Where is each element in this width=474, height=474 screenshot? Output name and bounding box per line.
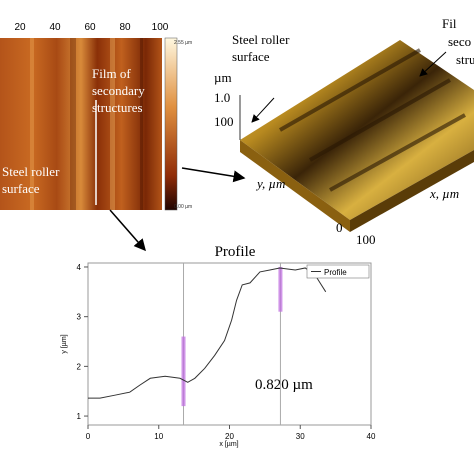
x-tick-label: 40: [367, 432, 376, 441]
x-tick-label: 20: [225, 432, 234, 441]
label-line: secondary: [92, 83, 145, 98]
surf-steel-label: Steel roller: [232, 32, 290, 47]
label-line: Steel roller: [2, 164, 60, 179]
y-tick-label: 3: [77, 313, 82, 322]
x-tick-label: 0: [86, 432, 91, 441]
x-tick-label: 30: [296, 432, 305, 441]
plot-area: [87, 262, 372, 426]
surface-stripes: [279, 48, 466, 192]
surf-film-label: stru: [456, 52, 474, 67]
z-tick: 1.0: [214, 90, 230, 105]
legend: [306, 264, 370, 279]
label-line: Film of: [92, 66, 131, 81]
label-line: surface: [2, 181, 40, 196]
cursor-highlight: [278, 266, 283, 312]
surface-side: [350, 150, 474, 232]
arrow: [109, 209, 146, 252]
map-film-label: Film of secondary structures: [92, 66, 145, 115]
cursor-highlight: [181, 336, 186, 407]
map-x-tick: 80: [119, 22, 131, 33]
x-tick: 100: [356, 232, 376, 247]
y-label: y, µm: [255, 176, 285, 191]
surface-side: [240, 140, 350, 232]
map-x-tick: 60: [84, 22, 96, 33]
map-steel-label: Steel roller surface: [2, 164, 60, 196]
profile-series: [88, 267, 327, 399]
map-x-tick: 20: [14, 22, 26, 33]
colorbar-label: 2.55 µm: [174, 40, 192, 46]
map-x-tick: 100: [152, 22, 169, 33]
colorbar: [164, 37, 178, 211]
y-tick-label: 1: [77, 412, 82, 421]
y-axis-label: y [µm]: [61, 334, 68, 353]
map-texture: [30, 38, 143, 210]
label-line: structures: [92, 100, 143, 115]
surf-steel-label: surface: [232, 49, 270, 64]
origin: 0: [336, 220, 343, 235]
surf-film-label: seco: [448, 34, 471, 49]
x-tick-label: 10: [154, 432, 163, 441]
arrow: [419, 51, 447, 77]
map-x-tick: 40: [49, 22, 61, 33]
z-unit: µm: [214, 70, 232, 85]
surf-film-label: Fil: [442, 16, 457, 31]
chart-title: Profile: [215, 244, 256, 260]
arrow: [251, 97, 275, 123]
annotation: 0.820 µm: [255, 377, 313, 393]
colorbar-label: 0.00 µm: [174, 204, 192, 210]
y-tick-label: 2: [77, 362, 82, 371]
surface-3d: [240, 40, 474, 220]
x-axis-label: x [µm]: [219, 441, 238, 448]
y-tick: 100: [214, 114, 234, 129]
afm-map: [0, 38, 162, 210]
legend-label: Profile: [324, 268, 347, 277]
arrow: [181, 167, 246, 183]
y-tick-label: 4: [77, 263, 82, 272]
x-label: x, µm: [429, 186, 459, 201]
